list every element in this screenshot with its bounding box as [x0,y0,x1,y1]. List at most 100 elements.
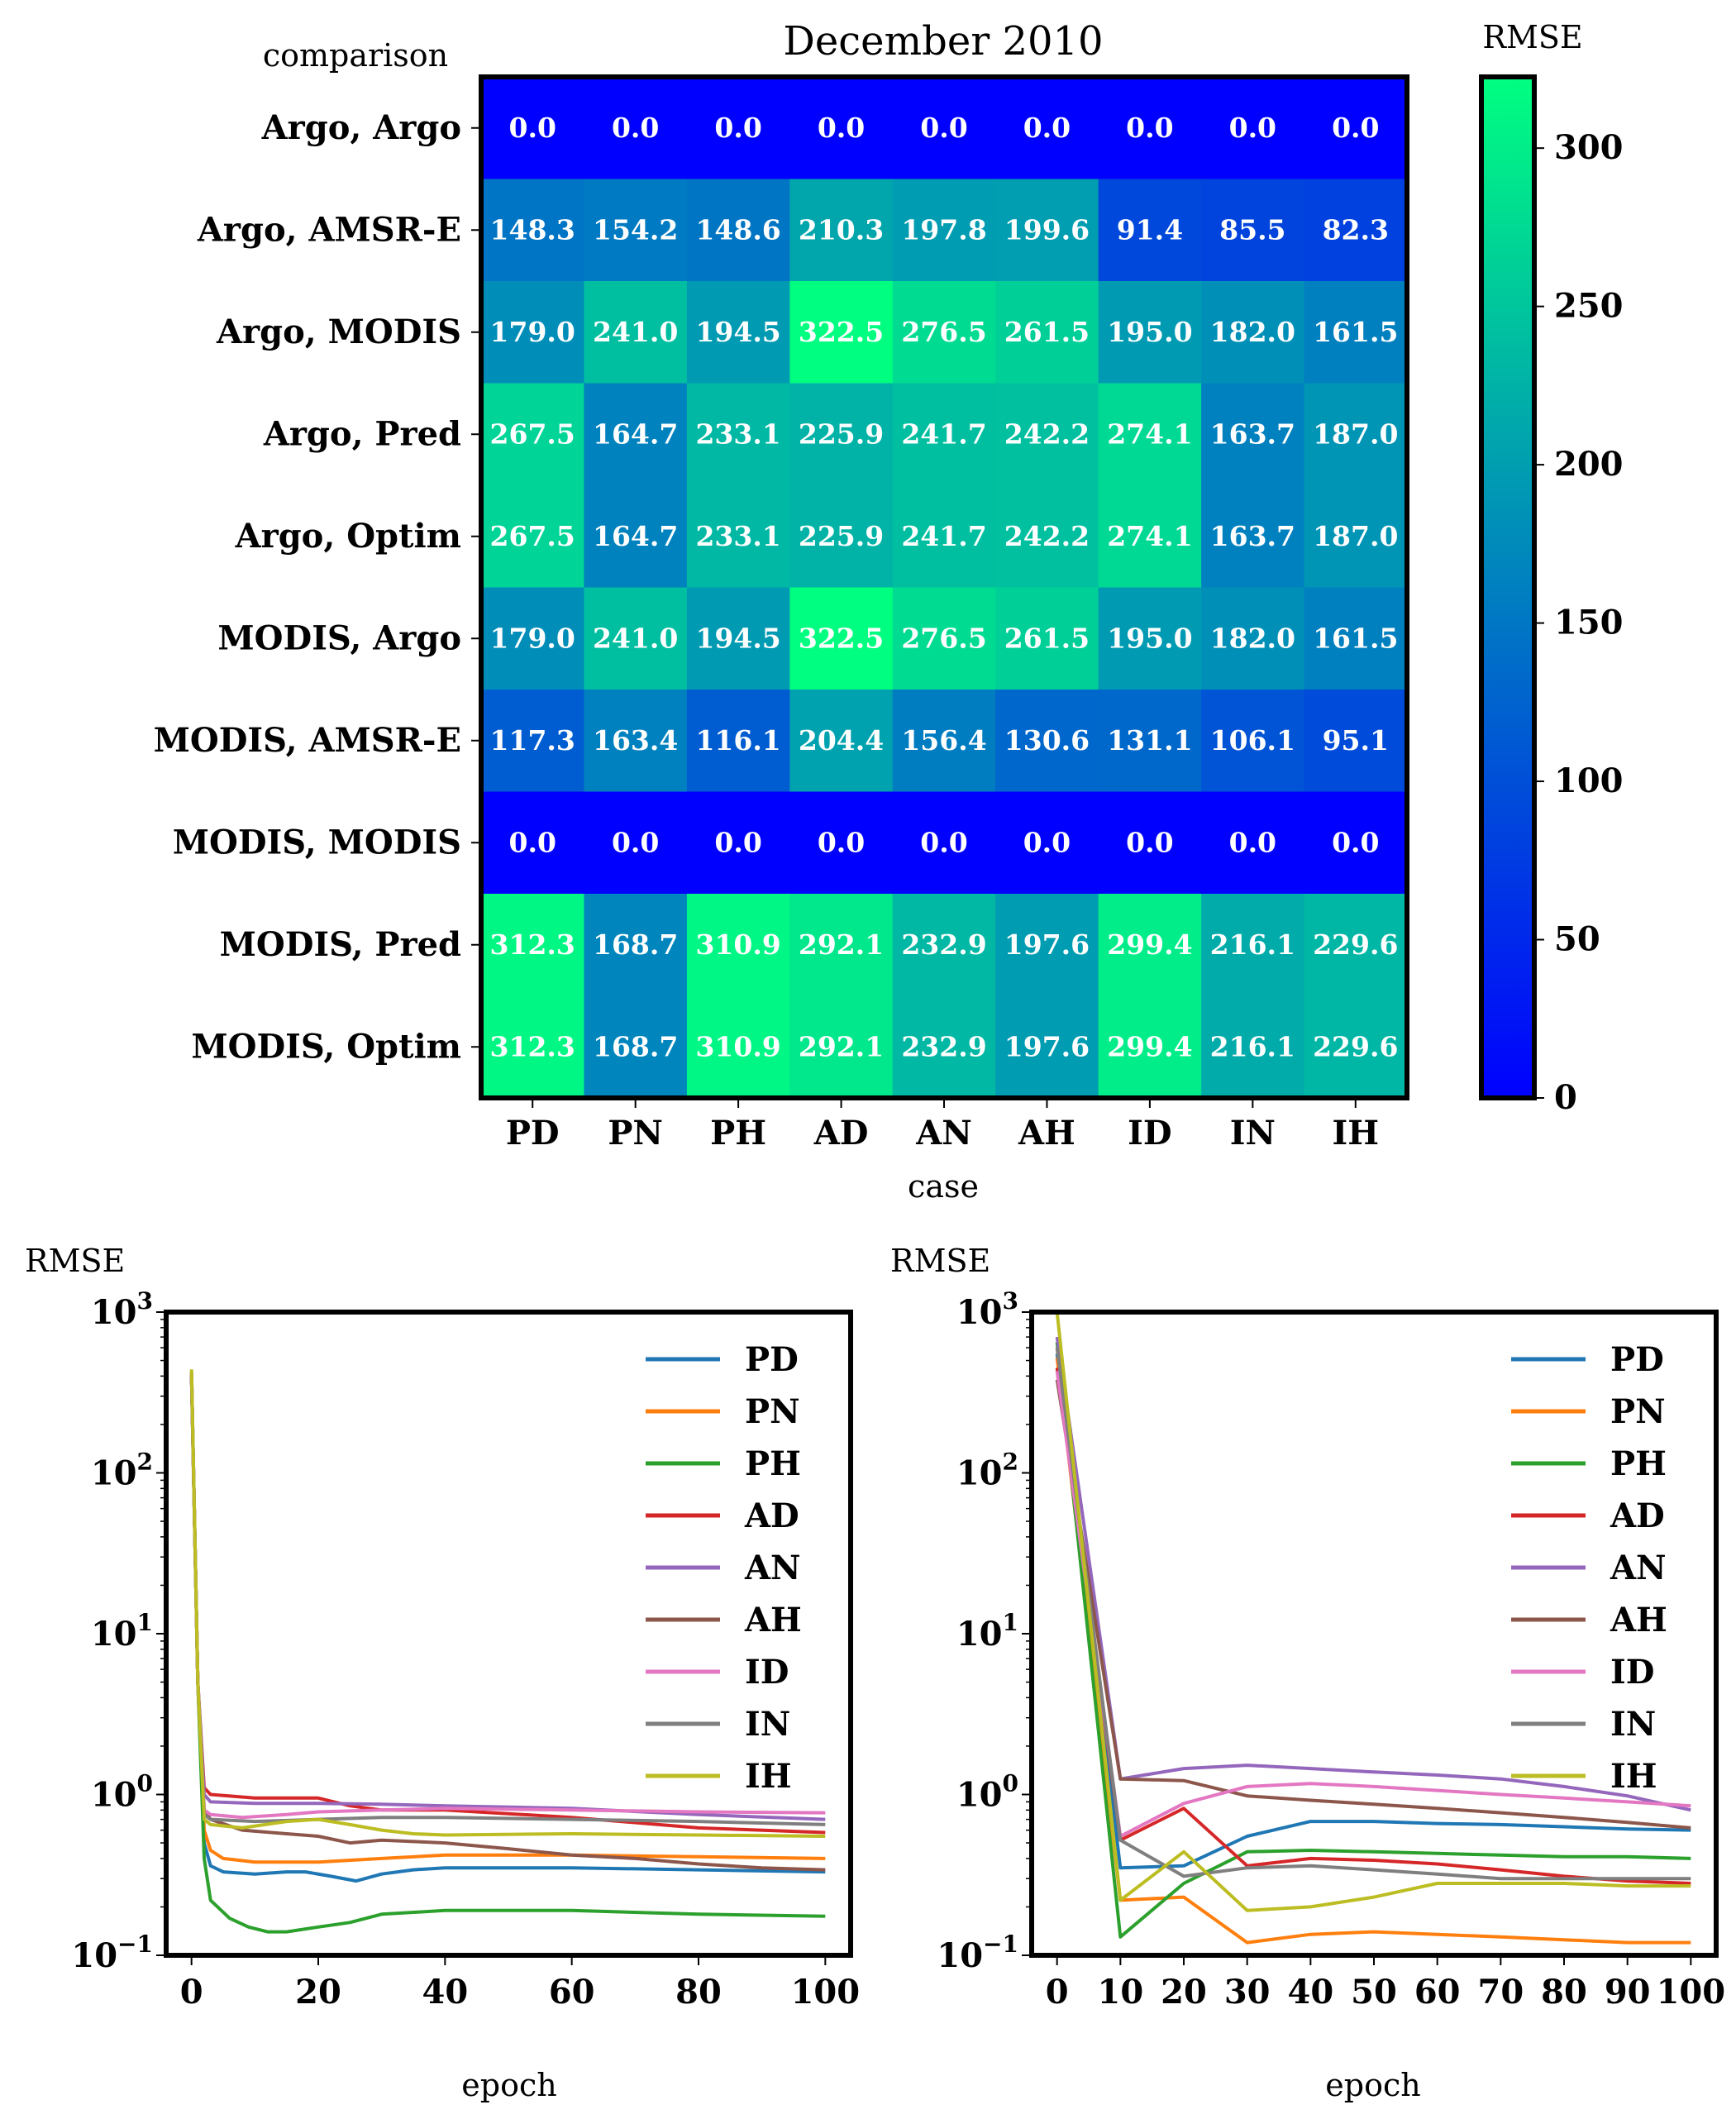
heatmap-cell-labels: 0.0 0.0 0.0 0.0 0.0 0.0 0.0 0.0 0.0 148.3 154.2 148… [490,112,1399,1063]
heatmap-cell-label: 197.6 [1004,1030,1090,1062]
heatmap-cell-label: 0.0 [509,112,556,144]
heatmap-cell [789,281,894,384]
heatmap-cell-label: 299.4 [1107,928,1192,961]
heatmap-cell-label: 0.0 [612,826,659,858]
y-tick-label: 101 [91,1609,153,1654]
series-line-an [1055,1336,1691,1812]
heatmap-cell [892,281,996,384]
heatmap-xlabel: case [908,1168,979,1205]
heatmap-x-tick-label: PH [710,1114,766,1153]
heatmap-cell-label: 179.0 [490,316,575,348]
heatmap-cell [686,690,790,793]
heatmap-cell-label: 0.0 [612,112,659,144]
heatmap-cell-label: 292.1 [799,1030,884,1062]
colorbar-tick-label: 0 [1554,1078,1577,1117]
heatmap-ylabel: comparison [263,37,448,74]
heatmap-cell [686,894,790,997]
heatmap-cell [1201,77,1305,180]
heatmap-cell [481,77,585,180]
left-plot-x-ticks: 0 20 40 60 80 100 [180,1955,860,2012]
heatmap-cell-label: 187.0 [1313,418,1398,450]
heatmap-cell [1201,995,1305,1099]
heatmap-cell-label: 0.0 [920,826,967,858]
left-plot-legend: PD PN PH AD AN AH ID IN IH [646,1340,802,1796]
heatmap-cell [686,587,790,690]
heatmap-title: December 2010 [783,18,1103,64]
legend-label-ih: IH [1610,1757,1657,1796]
heatmap-cell [995,383,1099,486]
heatmap-cell-label: 241.0 [593,622,678,654]
legend-label-ad: AD [744,1496,799,1535]
heatmap-cell [1201,281,1305,384]
heatmap-cell [1098,690,1202,793]
heatmap-cell-label: 292.1 [799,928,884,961]
heatmap-cell [995,179,1099,282]
heatmap-cell [481,383,585,486]
x-tick-label: 60 [549,1973,595,2012]
heatmap-cell-label: 216.1 [1210,928,1295,961]
heatmap-cell-label: 267.5 [490,520,575,552]
heatmap-cell-label: 204.4 [799,724,884,756]
heatmap-cell [892,995,996,1099]
heatmap-cell [584,791,688,895]
heatmap-y-tick-label: Argo, AMSR-E [197,210,461,249]
heatmap-cell-label: 130.6 [1004,724,1090,756]
heatmap-cell-label: 233.1 [695,418,780,450]
heatmap-cell [584,894,688,997]
heatmap-cell [1304,485,1408,589]
x-tick-label: 80 [675,1973,722,2012]
heatmap-cell-label: 0.0 [1229,112,1276,144]
heatmap-cell [481,995,585,1099]
heatmap-cell [1201,791,1305,895]
heatmap-cell-label: 164.7 [593,520,678,552]
heatmap-cell [584,281,688,384]
heatmap-cell [481,690,585,793]
heatmap-x-tick-label: AH [1018,1114,1075,1153]
heatmap-cell [1201,690,1305,793]
legend-label-id: ID [1610,1653,1654,1692]
heatmap-cell-label: 195.0 [1107,622,1192,654]
heatmap-cell [1304,791,1408,895]
heatmap-cell-label: 261.5 [1004,316,1090,348]
heatmap-x-tick-label: AN [915,1114,972,1153]
heatmap-cell-label: 164.7 [593,418,678,450]
heatmap-cell [995,77,1099,180]
heatmap-cell [584,995,688,1099]
heatmap-cell-label: 148.3 [490,213,575,246]
heatmap-cell [892,587,996,690]
legend-label-in: IN [1610,1705,1656,1744]
heatmap-x-tick-label: PN [608,1114,663,1153]
heatmap-cell [892,383,996,486]
heatmap-cell-label: 261.5 [1004,622,1090,654]
heatmap-cell [686,383,790,486]
heatmap-x-ticks: PD PN PH AD AN AH ID IN IH [506,1098,1379,1153]
heatmap-cell [686,77,790,180]
y-tick-label: 101 [956,1609,1018,1654]
heatmap-cell-label: 241.0 [593,316,678,348]
colorbar-tick-label: 150 [1554,604,1624,642]
legend-label-ah: AH [744,1601,802,1639]
x-tick-label: 60 [1414,1973,1461,2012]
heatmap-cell-label: 0.0 [714,826,761,858]
heatmap-y-tick-label: Argo, MODIS [216,313,461,351]
heatmap-cell-label: 161.5 [1313,316,1398,348]
heatmap-cell [789,485,894,589]
heatmap-cell-label: 148.6 [695,213,780,246]
legend-label-ah: AH [1610,1601,1667,1639]
x-tick-label: 80 [1541,1973,1587,2012]
heatmap-cell-label: 117.3 [490,724,575,756]
heatmap-cell-label: 233.1 [695,520,780,552]
heatmap-cell [1304,383,1408,486]
heatmap-x-tick-label: AD [813,1114,869,1153]
heatmap-cell [1098,894,1202,997]
heatmap-cell-label: 194.5 [695,622,780,654]
heatmap-cell-label: 225.9 [799,418,884,450]
y-tick-label: 100 [91,1770,153,1815]
heatmap-cell [1304,179,1408,282]
heatmap-cell [481,179,585,282]
heatmap-cell-label: 0.0 [1332,112,1379,144]
legend-label-pn: PN [1610,1392,1666,1431]
heatmap-cell [892,690,996,793]
heatmap-x-tick-label: IH [1333,1114,1380,1153]
